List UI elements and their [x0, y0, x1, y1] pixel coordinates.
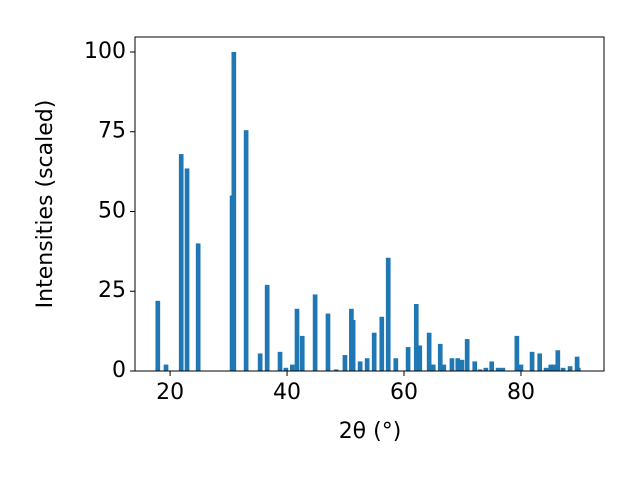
bar	[257, 353, 263, 371]
bar	[350, 319, 356, 371]
bar	[243, 130, 249, 371]
bar	[325, 313, 331, 371]
bar	[472, 361, 478, 371]
x-tick-label: 80	[507, 380, 535, 405]
bar	[551, 364, 557, 371]
bar	[264, 284, 270, 371]
bar	[379, 316, 385, 371]
bar	[426, 332, 432, 371]
y-tick-label: 100	[84, 39, 126, 64]
bar	[537, 353, 543, 371]
bar	[417, 345, 423, 371]
bar	[500, 367, 506, 371]
bar	[163, 364, 169, 371]
bar	[385, 257, 391, 371]
bar	[231, 51, 237, 371]
bar	[357, 361, 363, 371]
bar	[464, 339, 470, 371]
bar	[289, 364, 295, 371]
x-tick-label: 60	[390, 380, 418, 405]
bar	[430, 364, 436, 371]
bar	[567, 366, 573, 371]
bar	[312, 294, 318, 371]
y-tick-label: 75	[98, 119, 126, 144]
bar	[548, 364, 554, 371]
y-axis-label: Intensities (scaled)	[33, 100, 58, 309]
y-tick-label: 0	[112, 358, 126, 383]
bar	[543, 367, 549, 371]
bar	[441, 364, 447, 371]
bar	[342, 355, 348, 371]
bar	[459, 359, 465, 371]
bar	[333, 369, 339, 371]
bar	[514, 335, 520, 371]
bar	[371, 332, 377, 371]
bar	[489, 361, 495, 371]
bar	[195, 243, 201, 371]
bar	[449, 358, 455, 371]
bar	[184, 168, 190, 371]
bar	[495, 367, 501, 371]
y-tick-label: 25	[98, 278, 126, 303]
bar	[483, 367, 489, 371]
bar	[529, 351, 535, 371]
plot-frame	[134, 36, 605, 372]
bar	[574, 356, 580, 371]
x-tick-label: 20	[156, 380, 184, 405]
bar	[393, 358, 399, 371]
y-tick-label: 50	[98, 198, 126, 223]
bar	[455, 358, 461, 371]
x-axis-label: 2θ (°)	[339, 419, 402, 444]
bar	[560, 367, 566, 371]
bar	[405, 347, 411, 371]
bar	[477, 369, 483, 371]
bar	[555, 350, 561, 371]
bar	[277, 351, 283, 371]
bar	[575, 367, 581, 371]
bar	[518, 364, 524, 371]
bar	[364, 358, 370, 371]
bar	[155, 300, 161, 371]
bar	[283, 367, 289, 371]
bar	[299, 335, 305, 371]
bar	[294, 308, 300, 371]
bar	[413, 304, 419, 371]
bar	[437, 343, 443, 371]
x-tick-label: 40	[273, 380, 301, 405]
bar	[178, 154, 184, 371]
